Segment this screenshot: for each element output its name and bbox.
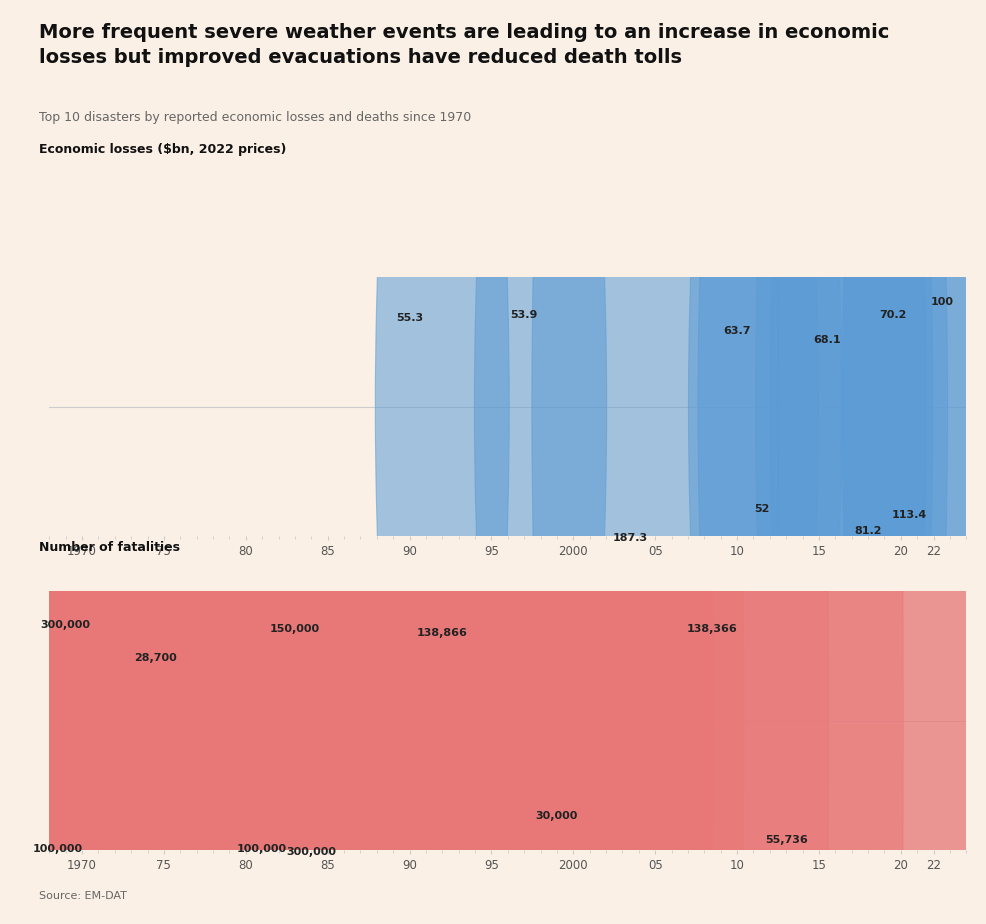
Text: Hurricane Irma: Hurricane Irma [0, 923, 1, 924]
Text: 150,000: 150,000 [270, 624, 320, 634]
Circle shape [843, 0, 986, 924]
Text: 63.7: 63.7 [724, 326, 750, 336]
Circle shape [688, 0, 818, 919]
Circle shape [777, 0, 926, 924]
Text: Ethiopia drought: Ethiopia drought [0, 923, 1, 924]
Text: Hurricane Ian: Hurricane Ian [0, 923, 1, 924]
Text: 81.2: 81.2 [854, 526, 881, 536]
Text: 28,700: 28,700 [134, 653, 177, 663]
Text: 53.9: 53.9 [511, 310, 537, 320]
Text: Source: EM-DAT: Source: EM-DAT [39, 891, 127, 901]
Text: 138,866: 138,866 [417, 627, 467, 638]
Text: Hurricane Sandy: Hurricane Sandy [0, 923, 1, 924]
Text: 30,000: 30,000 [535, 811, 578, 821]
Text: 187.3: 187.3 [613, 533, 648, 543]
Text: Cyclone Gorky: Cyclone Gorky [0, 923, 1, 924]
Circle shape [376, 0, 509, 924]
Text: More frequent severe weather events are leading to an increase in economic
losse: More frequent severe weather events are … [39, 23, 889, 67]
Circle shape [0, 0, 330, 924]
Circle shape [0, 0, 674, 924]
Text: 55,736: 55,736 [765, 834, 808, 845]
Circle shape [842, 0, 986, 924]
Text: Sudan drought: Sudan drought [0, 923, 1, 924]
Text: Cyclone Nargis: Cyclone Nargis [0, 923, 1, 924]
Text: Russia extreme
temperature: Russia extreme temperature [0, 923, 1, 924]
Circle shape [770, 0, 933, 924]
Text: 52: 52 [754, 504, 769, 514]
Text: 113.4: 113.4 [891, 510, 927, 520]
Circle shape [370, 0, 744, 924]
Circle shape [698, 0, 842, 924]
Circle shape [474, 0, 606, 924]
Circle shape [0, 0, 714, 924]
Text: Economic losses ($bn, 2022 prices): Economic losses ($bn, 2022 prices) [39, 143, 287, 156]
Text: Number of fatalities: Number of fatalities [39, 541, 180, 553]
Text: 55.3: 55.3 [396, 313, 423, 323]
Text: Hurricane Andrew: Hurricane Andrew [0, 923, 1, 924]
Text: 100,000: 100,000 [33, 844, 83, 854]
Text: Cyclone Bhola: Cyclone Bhola [0, 923, 1, 924]
Text: 100: 100 [930, 297, 953, 307]
Text: Ethiopia drought
(73): Ethiopia drought (73) [0, 923, 1, 924]
Text: 70.2: 70.2 [879, 310, 906, 320]
Text: Venezuela flood: Venezuela flood [0, 923, 1, 924]
Text: 100,000: 100,000 [237, 844, 287, 854]
Text: Hurricane Katrina: Hurricane Katrina [0, 923, 1, 924]
Circle shape [482, 0, 986, 924]
Text: 300,000: 300,000 [286, 847, 336, 857]
Text: Mozambique
drought: Mozambique drought [0, 923, 1, 924]
Text: Top 10 disasters by reported economic losses and deaths since 1970: Top 10 disasters by reported economic lo… [39, 111, 471, 124]
Circle shape [0, 0, 903, 924]
Text: Thailand flood: Thailand flood [0, 923, 1, 924]
Circle shape [531, 0, 778, 924]
Text: 68.1: 68.1 [813, 335, 841, 346]
Text: Hurricane Ida: Hurricane Ida [0, 923, 1, 924]
Circle shape [755, 0, 948, 924]
Text: Hurricane Harvey: Hurricane Harvey [0, 923, 1, 924]
Circle shape [0, 0, 473, 924]
Circle shape [24, 0, 828, 924]
Circle shape [0, 0, 637, 924]
Text: Hurricane Maria: Hurricane Maria [0, 923, 1, 924]
Circle shape [303, 0, 986, 924]
Text: Bangladesh flood: Bangladesh flood [0, 923, 1, 924]
Text: 300,000: 300,000 [40, 620, 91, 630]
Text: China flood: China flood [0, 923, 1, 924]
Text: 138,366: 138,366 [687, 624, 738, 634]
